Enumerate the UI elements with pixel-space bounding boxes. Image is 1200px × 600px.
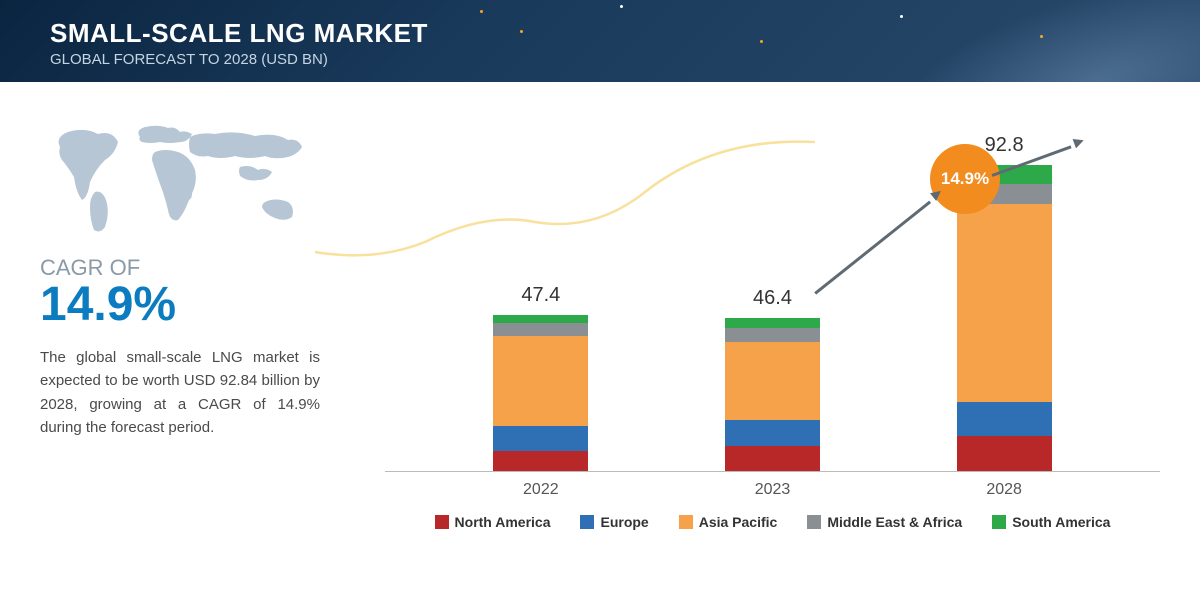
cagr-bubble-label: 14.9% (941, 169, 989, 189)
bar-total-value: 92.8 (985, 134, 1024, 157)
legend-label: Asia Pacific (699, 514, 778, 530)
legend-swatch (435, 515, 449, 529)
bar-total-value: 47.4 (521, 284, 560, 307)
segment-asia_pacific (957, 204, 1052, 402)
legend-label: Europe (600, 514, 648, 530)
bar-year-label: 2028 (986, 481, 1022, 499)
segment-europe (957, 402, 1052, 437)
segment-south_america (725, 318, 820, 329)
legend-item-north_america: North America (435, 514, 551, 530)
bar-year-label: 2022 (523, 481, 559, 499)
segment-north_america (957, 436, 1052, 471)
segment-europe (725, 420, 820, 446)
legend-label: South America (1012, 514, 1110, 530)
description-text: The global small-scale LNG market is exp… (40, 346, 320, 439)
legend-item-asia_pacific: Asia Pacific (679, 514, 778, 530)
page-subtitle: GLOBAL FORECAST TO 2028 (USD BN) (50, 51, 1150, 68)
stacked-bar (493, 315, 588, 471)
segment-south_america (493, 315, 588, 323)
legend-swatch (679, 515, 693, 529)
chart-panel: 47.4202246.4202392.82028 14.9% North Ame… (375, 102, 1160, 530)
legend-label: Middle East & Africa (827, 514, 962, 530)
content-area: CAGR OF 14.9% The global small-scale LNG… (0, 82, 1200, 530)
legend-swatch (807, 515, 821, 529)
stacked-bar (725, 318, 820, 471)
legend-swatch (992, 515, 1006, 529)
chart-legend: North America Europe Asia Pacific Middle Ea… (385, 514, 1160, 530)
legend-item-europe: Europe (580, 514, 648, 530)
segment-mea (493, 323, 588, 336)
segment-asia_pacific (493, 336, 588, 427)
legend-label: North America (455, 514, 551, 530)
segment-europe (493, 426, 588, 451)
cagr-bubble: 14.9% (930, 144, 1000, 214)
bar-group-2023: 46.42023 (725, 287, 820, 471)
page-title: SMALL-SCALE LNG MARKET (50, 18, 1150, 49)
legend-item-mea: Middle East & Africa (807, 514, 962, 530)
bar-year-label: 2023 (755, 481, 791, 499)
bar-total-value: 46.4 (753, 287, 792, 310)
bar-group-2022: 47.42022 (493, 284, 588, 471)
segment-north_america (493, 451, 588, 471)
legend-swatch (580, 515, 594, 529)
segment-mea (725, 328, 820, 342)
world-map-icon (40, 112, 320, 247)
segment-asia_pacific (725, 342, 820, 420)
left-panel: CAGR OF 14.9% The global small-scale LNG… (40, 102, 375, 530)
cagr-value: 14.9% (40, 277, 355, 332)
legend-item-south_america: South America (992, 514, 1110, 530)
segment-north_america (725, 446, 820, 471)
header-banner: SMALL-SCALE LNG MARKET GLOBAL FORECAST T… (0, 0, 1200, 82)
